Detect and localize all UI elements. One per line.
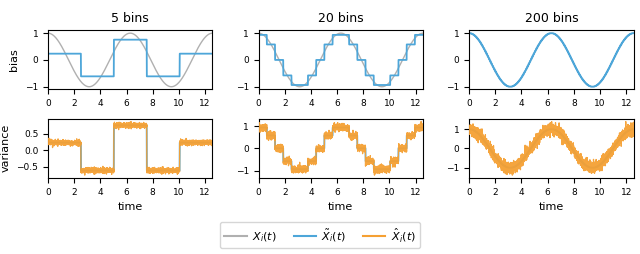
Title: 20 bins: 20 bins bbox=[318, 12, 364, 25]
X-axis label: time: time bbox=[118, 202, 143, 212]
Y-axis label: bias: bias bbox=[10, 49, 19, 71]
Title: 5 bins: 5 bins bbox=[111, 12, 149, 25]
Title: 200 bins: 200 bins bbox=[525, 12, 578, 25]
X-axis label: time: time bbox=[539, 202, 564, 212]
Y-axis label: variance: variance bbox=[1, 124, 11, 172]
X-axis label: time: time bbox=[328, 202, 353, 212]
Legend: $X_i(t)$, $\tilde{X}_i(t)$, $\hat{X}_i(t)$: $X_i(t)$, $\tilde{X}_i(t)$, $\hat{X}_i(t… bbox=[220, 221, 420, 248]
